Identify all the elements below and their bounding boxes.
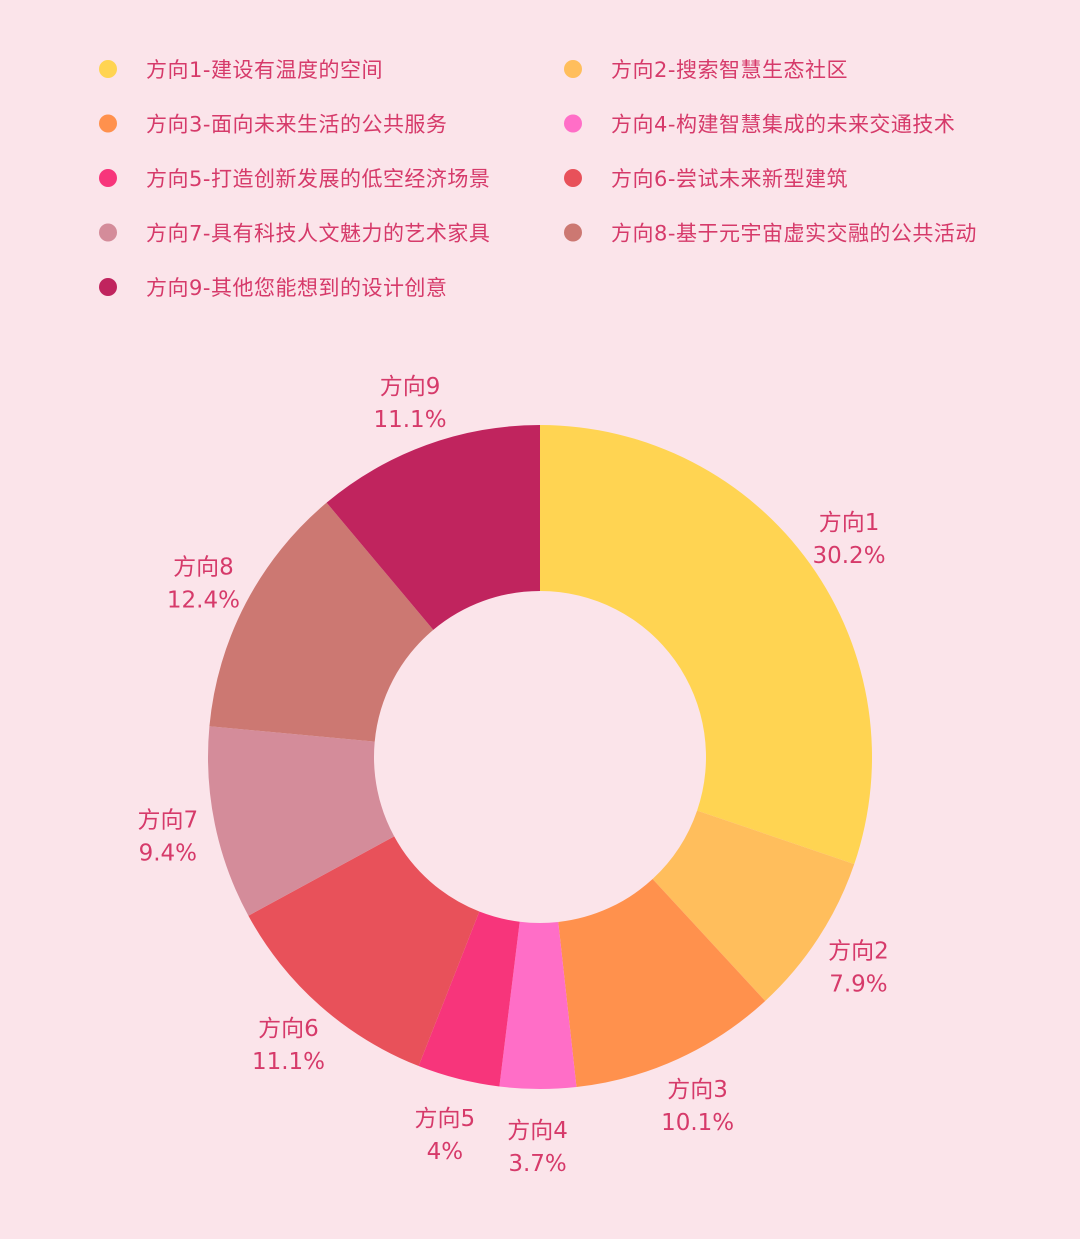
legend-item: 方向9-其他您能想到的设计创意: [99, 276, 447, 300]
slice-label: 方向7 9.4%: [137, 808, 198, 867]
slice-label: 方向6 11.1%: [252, 1016, 325, 1075]
slice-category-label: 方向3: [667, 1077, 728, 1103]
slice-label: 方向4 3.7%: [507, 1118, 568, 1177]
legend-label: 方向7-具有科技人文魅力的艺术家具: [146, 222, 490, 246]
legend-item: 方向1-建设有温度的空间: [99, 58, 383, 82]
slice-label: 方向9 11.1%: [373, 374, 446, 433]
legend-item: 方向3-面向未来生活的公共服务: [99, 113, 447, 137]
legend-label: 方向3-面向未来生活的公共服务: [146, 113, 447, 137]
legend-label: 方向5-打造创新发展的低空经济场景: [146, 167, 490, 191]
slice-category-label: 方向9: [380, 374, 441, 400]
slice-value-label: 9.4%: [139, 841, 197, 867]
slice-value-label: 7.9%: [829, 971, 887, 997]
legend: 方向1-建设有温度的空间 方向2-搜索智慧生态社区方向3-面向未来生活的公共服务方…: [99, 58, 977, 300]
slice-4: [499, 921, 577, 1089]
legend-label: 方向4-构建智慧集成的未来交通技术: [611, 113, 955, 137]
slice-6: [248, 836, 480, 1067]
slice-category-label: 方向2: [828, 938, 889, 964]
donut-slices: [208, 425, 872, 1089]
legend-swatch: [99, 223, 117, 242]
slice-category-label: 方向7: [137, 808, 198, 834]
slice-8: [209, 502, 434, 742]
slice-1: [540, 425, 872, 865]
slice-label: 方向3 10.1%: [661, 1077, 734, 1136]
slice-5: [418, 911, 520, 1087]
slice-category-label: 方向5: [415, 1106, 476, 1132]
legend-item: 方向5-打造创新发展的低空经济场景: [99, 167, 490, 191]
slice-7: [208, 726, 395, 916]
legend-swatch: [564, 114, 582, 133]
legend-label: 方向2-搜索智慧生态社区: [611, 58, 848, 82]
slice-category-label: 方向1: [819, 510, 880, 536]
legend-swatch: [99, 60, 117, 78]
legend-label: 方向6-尝试未来新型建筑: [611, 167, 848, 191]
slice-category-label: 方向6: [258, 1016, 319, 1042]
slice-labels: 方向130.2%方向27.9%方向310.1%方向43.7%方向54%方向611…: [137, 374, 888, 1177]
legend-swatch: [99, 278, 117, 296]
slice-9: [326, 425, 540, 630]
legend-swatch: [564, 223, 582, 242]
slice-label: 方向1 30.2%: [812, 510, 885, 569]
slice-3: [558, 878, 766, 1087]
legend-label: 方向9-其他您能想到的设计创意: [146, 276, 447, 300]
legend-item: 方向2-搜索智慧生态社区: [564, 58, 848, 82]
slice-value-label: 10.1%: [661, 1110, 734, 1136]
legend-item: 方向6-尝试未来新型建筑: [564, 167, 848, 191]
legend-swatch: [564, 169, 582, 187]
legend-label: 方向1-建设有温度的空间: [146, 58, 383, 82]
legend-swatch: [99, 169, 117, 187]
slice-2: [652, 810, 855, 1001]
slice-value-label: 11.1%: [252, 1049, 325, 1075]
legend-item: 方向7-具有科技人文魅力的艺术家具: [99, 222, 490, 246]
slice-value-label: 12.4%: [167, 588, 240, 614]
slice-value-label: 11.1%: [373, 407, 446, 433]
legend-swatch: [564, 60, 582, 78]
legend-item: 方向8-基于元宇宙虚实交融的公共活动: [564, 222, 977, 246]
slice-value-label: 3.7%: [508, 1151, 566, 1177]
slice-value-label: 4%: [427, 1139, 464, 1165]
legend-item: 方向4-构建智慧集成的未来交通技术: [564, 113, 955, 137]
slice-value-label: 30.2%: [812, 543, 885, 569]
legend-label: 方向8-基于元宇宙虚实交融的公共活动: [611, 222, 977, 246]
legend-swatch: [99, 114, 117, 133]
slice-category-label: 方向8: [173, 555, 234, 581]
slice-category-label: 方向4: [507, 1118, 568, 1144]
slice-label: 方向2 7.9%: [828, 938, 889, 997]
slice-label: 方向8 12.4%: [167, 555, 240, 614]
